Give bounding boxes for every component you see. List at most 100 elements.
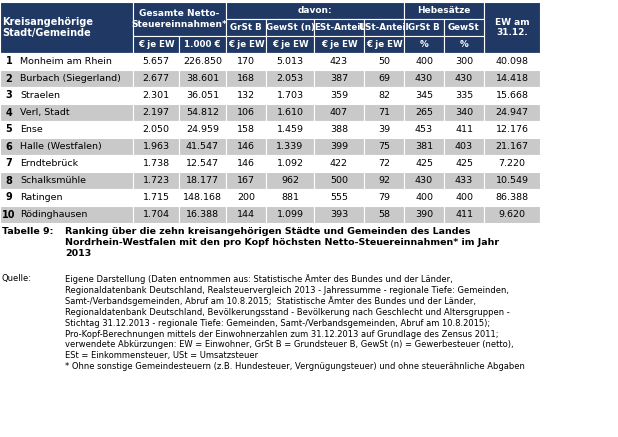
Bar (0, 87, 133, 104)
Text: 158: 158 (237, 125, 255, 134)
Bar (0, 121, 133, 138)
Bar (179, 206, 226, 223)
Bar (314, 206, 364, 223)
Bar (364, 104, 404, 121)
Text: GrSt B: GrSt B (230, 23, 262, 32)
Bar (444, 121, 484, 138)
Bar (226, 70, 266, 87)
Text: EW am
31.12.: EW am 31.12. (494, 18, 529, 37)
Bar (179, 36, 226, 53)
Bar (404, 2, 484, 19)
Text: 226.850: 226.850 (183, 57, 222, 66)
Text: € je EW: € je EW (138, 40, 174, 49)
Bar (226, 104, 266, 121)
Bar (404, 121, 444, 138)
Text: 148.168: 148.168 (183, 193, 222, 202)
Text: 500: 500 (330, 176, 348, 185)
Bar (314, 172, 364, 189)
Text: 381: 381 (415, 142, 433, 151)
Text: Tabelle 9:: Tabelle 9: (2, 227, 53, 236)
Text: 5.013: 5.013 (276, 57, 303, 66)
Bar (404, 189, 444, 206)
Bar (133, 206, 179, 223)
Bar (266, 53, 314, 70)
Text: 1.963: 1.963 (142, 142, 169, 151)
Text: 2.677: 2.677 (143, 74, 169, 83)
Bar (266, 189, 314, 206)
Bar (364, 172, 404, 189)
Text: 399: 399 (330, 142, 348, 151)
Bar (404, 206, 444, 223)
Text: Burbach (Siegerland): Burbach (Siegerland) (20, 74, 121, 83)
Bar (133, 172, 179, 189)
Text: GrSt B: GrSt B (408, 23, 440, 32)
Bar (444, 70, 484, 87)
Text: 72: 72 (378, 159, 390, 168)
Bar (0, 2, 133, 53)
Bar (364, 206, 404, 223)
Bar (133, 138, 179, 155)
Text: Monheim am Rhein: Monheim am Rhein (20, 57, 112, 66)
Text: %: % (420, 40, 428, 49)
Text: 24.947: 24.947 (496, 108, 528, 117)
Bar (484, 70, 540, 87)
Bar (226, 2, 404, 19)
Bar (364, 53, 404, 70)
Bar (179, 138, 226, 155)
Text: 18.177: 18.177 (186, 176, 219, 185)
Bar (266, 19, 314, 36)
Text: 8: 8 (6, 176, 12, 185)
Text: 21.167: 21.167 (496, 142, 528, 151)
Bar (314, 53, 364, 70)
Bar (226, 121, 266, 138)
Text: Rödinghausen: Rödinghausen (20, 210, 87, 219)
Text: 10.549: 10.549 (496, 176, 528, 185)
Bar (444, 138, 484, 155)
Text: 167: 167 (237, 176, 255, 185)
Bar (484, 121, 540, 138)
Text: 71: 71 (378, 108, 390, 117)
Bar (0, 206, 133, 223)
Text: 7.220: 7.220 (499, 159, 525, 168)
Text: USt-Anteil: USt-Anteil (358, 23, 409, 32)
Bar (133, 155, 179, 172)
Text: davon:: davon: (298, 6, 332, 15)
Bar (226, 36, 266, 53)
Text: 6: 6 (6, 142, 12, 152)
Bar (364, 121, 404, 138)
Text: 38.601: 38.601 (186, 74, 219, 83)
Text: 10: 10 (2, 209, 15, 219)
Bar (179, 87, 226, 104)
Text: 1.610: 1.610 (276, 108, 303, 117)
Text: 3: 3 (6, 90, 12, 101)
Text: 16.388: 16.388 (186, 210, 219, 219)
Bar (484, 155, 540, 172)
Text: 411: 411 (455, 210, 473, 219)
Text: 1.715: 1.715 (143, 193, 169, 202)
Text: 335: 335 (455, 91, 473, 100)
Bar (364, 36, 404, 53)
Bar (314, 36, 364, 53)
Bar (364, 87, 404, 104)
Bar (314, 19, 364, 36)
Bar (266, 206, 314, 223)
Text: 1: 1 (6, 56, 12, 66)
Bar (484, 2, 540, 53)
Bar (266, 70, 314, 87)
Text: 393: 393 (330, 210, 348, 219)
Text: 144: 144 (237, 210, 255, 219)
Text: € je EW: € je EW (227, 40, 265, 49)
Text: 411: 411 (455, 125, 473, 134)
Text: Ense: Ense (20, 125, 43, 134)
Bar (444, 53, 484, 70)
Text: 200: 200 (237, 193, 255, 202)
Text: 12.176: 12.176 (496, 125, 528, 134)
Text: 345: 345 (415, 91, 433, 100)
Text: 300: 300 (455, 57, 473, 66)
Text: 39: 39 (378, 125, 390, 134)
Bar (314, 70, 364, 87)
Text: 962: 962 (281, 176, 299, 185)
Bar (226, 155, 266, 172)
Text: 1.099: 1.099 (276, 210, 303, 219)
Bar (444, 36, 484, 53)
